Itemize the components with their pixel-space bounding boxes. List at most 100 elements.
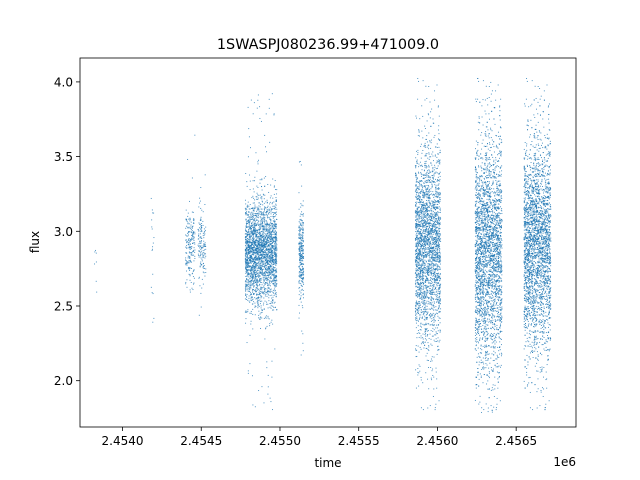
data-point [272,274,274,276]
data-point [204,244,206,246]
data-point [263,280,265,282]
data-point [250,212,252,214]
data-point [417,283,419,285]
data-point [264,246,266,248]
data-point [415,179,417,181]
data-point [253,254,255,256]
data-point [254,199,256,201]
data-point [265,176,267,178]
data-point [425,165,427,167]
data-point [432,395,434,397]
data-point [250,223,252,225]
data-point [423,294,425,296]
data-point [439,277,441,279]
data-point [427,360,429,361]
data-point [417,311,419,313]
data-point [274,306,276,308]
data-point [426,277,428,279]
data-point [437,220,439,222]
data-point [257,259,259,261]
data-point [261,296,263,298]
data-point [419,238,421,240]
data-point [255,272,257,274]
data-point [438,202,440,204]
data-point [187,257,189,259]
data-point [267,259,269,261]
data-point [418,188,420,190]
data-point [423,308,425,310]
data-point [265,266,267,268]
data-point [246,254,248,256]
data-point [275,293,277,295]
data-point [431,164,433,166]
data-point [192,211,194,213]
data-point [425,247,427,249]
data-point [414,253,416,255]
data-point [302,268,304,270]
data-point [266,264,268,266]
data-point [427,269,429,271]
data-point [262,277,264,279]
data-point [256,107,258,109]
data-point [256,235,258,237]
data-point [275,236,277,238]
data-point [249,226,251,228]
data-point [257,302,259,304]
data-point [432,216,434,218]
data-point [274,235,276,237]
data-point [266,202,268,204]
data-point [190,239,192,241]
data-point [252,241,254,243]
data-point [250,323,252,325]
data-point [432,194,434,196]
data-point [251,303,253,305]
data-point [254,269,256,271]
data-point [269,242,271,244]
data-point [301,253,303,255]
data-point [250,235,252,237]
data-point [430,190,432,192]
data-point [250,293,252,295]
data-point [302,247,304,249]
data-point [300,354,302,356]
data-point [256,192,258,194]
data-point [269,303,271,305]
data-point [302,268,304,270]
data-point [424,300,426,302]
data-point [273,223,275,225]
data-point [266,214,268,216]
data-point [299,222,301,224]
data-point [268,231,270,233]
data-point [261,249,263,251]
data-point [187,261,189,263]
data-point [438,227,440,229]
data-point [258,223,260,225]
data-point [253,222,255,224]
data-point [251,268,253,270]
data-point [298,294,300,296]
data-point [418,225,420,227]
data-point [270,239,272,241]
data-point [253,215,255,217]
data-point [274,237,276,239]
data-point [432,177,434,179]
data-point [246,220,248,222]
data-point [246,255,248,257]
data-point [246,225,248,227]
data-point [415,272,417,274]
data-point [274,261,276,263]
data-point [249,241,251,243]
data-point [434,316,436,318]
data-point [276,246,278,248]
data-point [416,192,418,194]
data-point [267,284,269,286]
data-point [245,225,247,227]
data-point [299,256,301,258]
data-point [189,240,191,242]
data-point [249,286,251,288]
data-point [259,317,261,319]
data-point [247,309,249,311]
data-point [244,248,246,250]
data-point [272,289,274,291]
data-point [276,208,278,210]
